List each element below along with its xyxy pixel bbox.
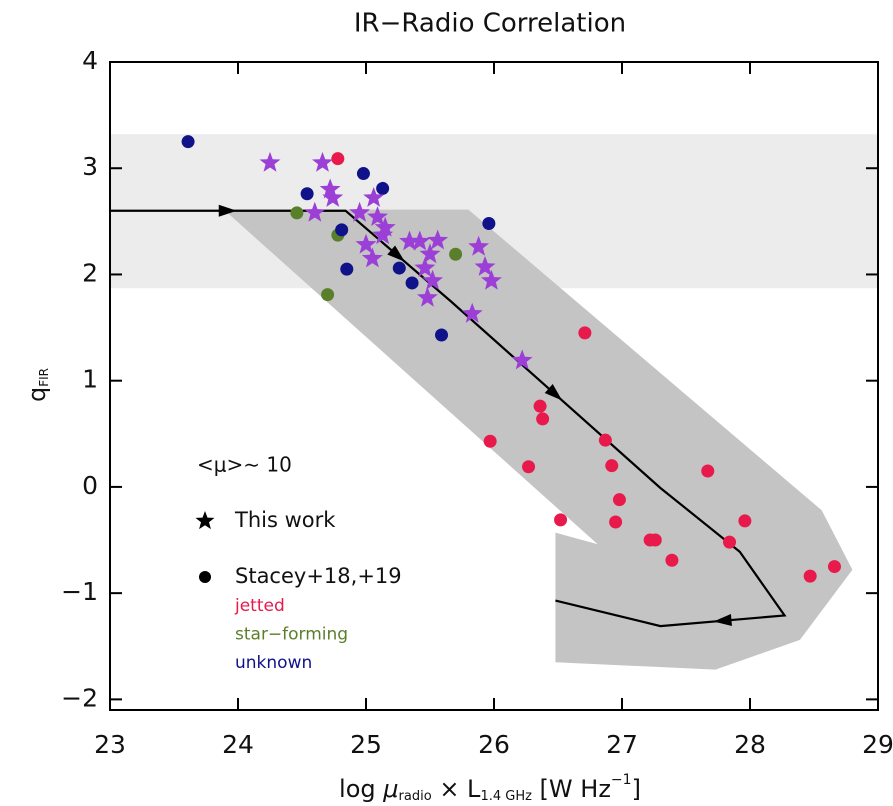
star-point — [349, 201, 371, 222]
x-tick-label: 28 — [734, 730, 766, 759]
dot-point — [376, 181, 390, 195]
x-tick-label: 26 — [478, 730, 510, 759]
y-axis-label: qFIR — [23, 368, 51, 402]
y-axis-label-part: q — [23, 387, 51, 402]
dot-point — [605, 459, 619, 473]
legend-label: star−forming — [235, 625, 348, 645]
dot-point — [290, 206, 304, 220]
x-tick-label: 29 — [862, 730, 893, 759]
star-point — [259, 151, 281, 172]
star-point — [427, 229, 449, 250]
x-axis-label-part: × L — [432, 775, 481, 803]
star-point — [419, 243, 441, 264]
star-point — [511, 349, 533, 370]
dot-point — [392, 261, 406, 275]
star-point — [422, 269, 443, 290]
chart-title: IR−Radio Correlation — [354, 9, 626, 39]
star-point — [361, 247, 383, 268]
track-line — [110, 209, 787, 628]
x-tick-label: 27 — [606, 730, 638, 759]
legend-label: unknown — [235, 653, 312, 673]
dot-point — [533, 399, 547, 413]
legend-label: jetted — [234, 596, 285, 616]
dot-point — [335, 223, 349, 237]
y-tick-label: −1 — [61, 577, 98, 606]
star-point — [374, 216, 396, 237]
dot-point — [554, 513, 568, 527]
y-tick-label: 0 — [82, 471, 98, 500]
x-axis-label-part: [W Hz — [532, 775, 611, 803]
x-axis-label-part: μ — [382, 775, 398, 803]
x-axis-label-part: ] — [632, 775, 641, 803]
star-point — [355, 233, 377, 254]
dot-point — [340, 262, 354, 276]
dot-point — [738, 514, 752, 528]
dot-point — [449, 247, 463, 261]
dot-point — [181, 135, 195, 149]
dot-point — [331, 152, 345, 166]
dot-point — [598, 433, 612, 447]
star-point — [312, 151, 333, 172]
x-axis-label-part: 1.4 GHz — [480, 789, 532, 804]
y-axis-label-part: FIR — [37, 368, 51, 387]
star-point — [468, 235, 490, 256]
dot-point — [356, 167, 370, 181]
dot-point — [483, 434, 497, 448]
dot-point — [300, 187, 314, 201]
star-point — [414, 257, 436, 277]
dot-point — [482, 216, 496, 230]
legend-dot — [199, 571, 211, 583]
dot-point — [321, 288, 335, 302]
y-tick-label: 3 — [82, 152, 98, 181]
star-point — [319, 178, 341, 199]
dot-point — [701, 464, 715, 478]
x-tick-label: 23 — [94, 730, 126, 759]
dot-point — [803, 569, 817, 583]
star-point — [481, 269, 502, 290]
annotation: Stacey+18,+19 — [235, 564, 402, 588]
star-point — [367, 206, 388, 226]
y-tick-label: 1 — [82, 365, 98, 394]
track-arrow — [544, 384, 563, 401]
dot-point — [827, 560, 841, 574]
dot-point — [648, 533, 662, 547]
x-tick-label: 25 — [350, 730, 382, 759]
y-tick-label: 4 — [82, 46, 98, 75]
dot-point — [522, 460, 536, 474]
star-point — [461, 302, 483, 323]
star-point — [399, 230, 420, 251]
track-region — [223, 209, 853, 670]
dot-point — [405, 276, 419, 290]
legend-label: This work — [234, 508, 336, 532]
x-axis-label-part: radio — [399, 789, 432, 804]
dot-point — [578, 326, 592, 340]
star-point — [363, 187, 385, 207]
track-arrow — [387, 245, 405, 262]
dot-point — [609, 515, 623, 529]
y-tick-label: −2 — [61, 683, 98, 712]
star-point — [417, 286, 438, 307]
star-point — [474, 256, 496, 276]
x-tick-label: 24 — [222, 730, 254, 759]
star-point — [322, 187, 344, 207]
x-axis-label-part: −1 — [611, 772, 632, 788]
dot-point — [612, 493, 626, 507]
x-axis-label-part: log — [339, 775, 383, 803]
track-arrow — [218, 204, 237, 217]
star-point — [409, 230, 431, 251]
dot-point — [665, 553, 679, 567]
star-point — [304, 201, 326, 222]
dot-point — [723, 535, 737, 549]
y-tick-label: 2 — [82, 258, 98, 287]
track-arrow — [713, 614, 732, 626]
dot-point — [435, 328, 449, 342]
annotation: <μ>∼ 10 — [197, 453, 292, 477]
dot-point — [536, 412, 550, 426]
legend-star — [195, 511, 215, 530]
star-point — [372, 224, 394, 245]
x-axis-label: log μradio × L1.4 GHz [W Hz−1] — [339, 772, 641, 804]
